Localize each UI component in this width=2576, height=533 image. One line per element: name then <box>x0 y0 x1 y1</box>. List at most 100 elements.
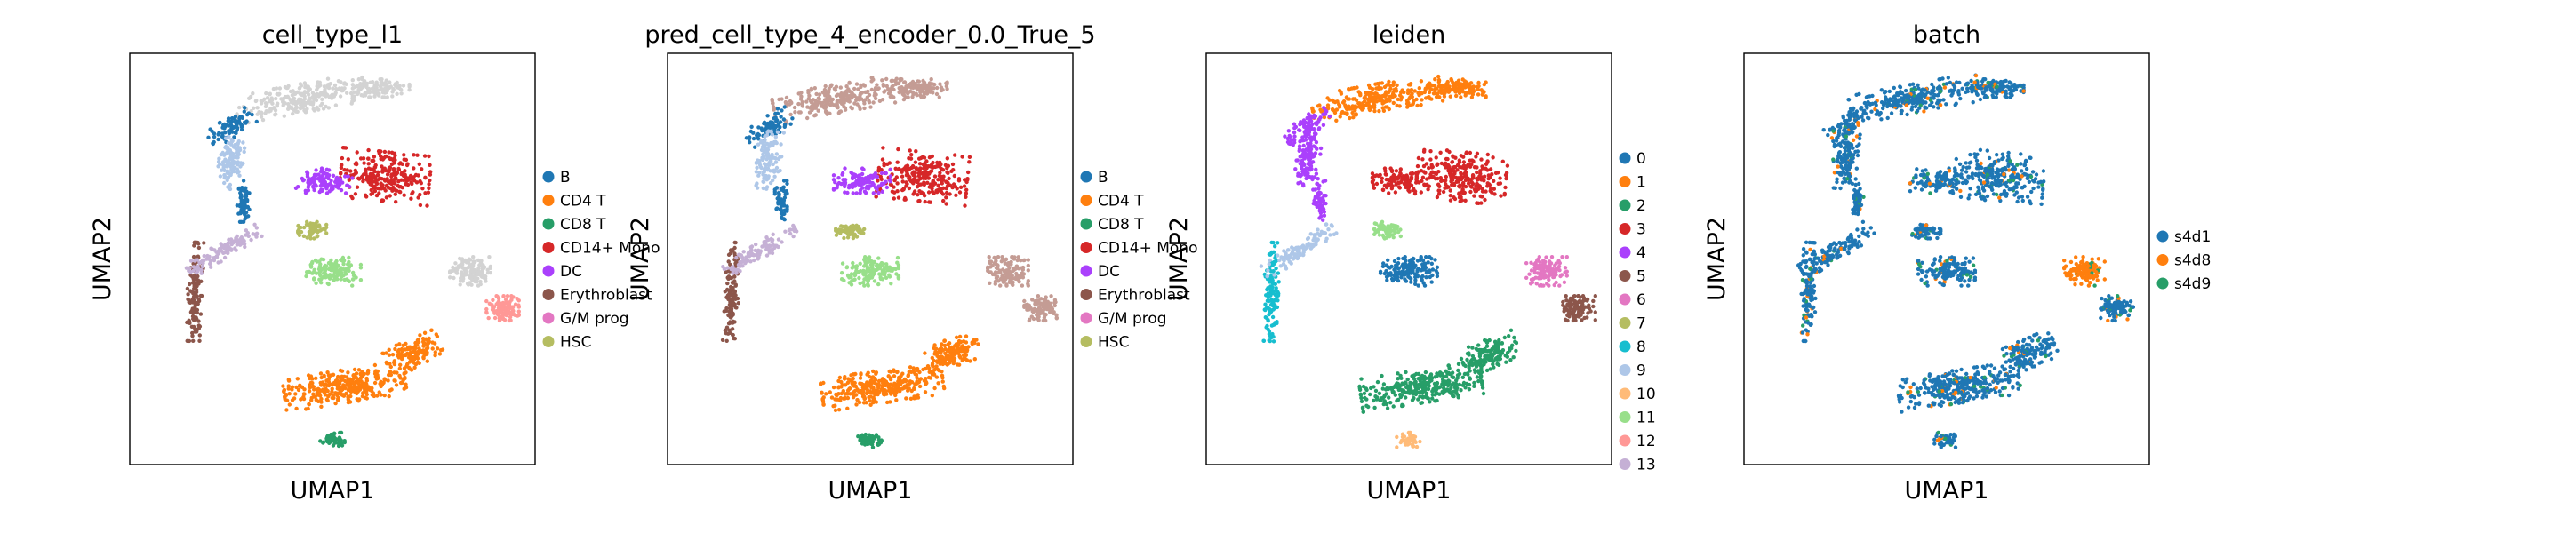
cell-point <box>1022 298 1027 304</box>
cell-point <box>763 134 767 139</box>
cell-point <box>324 182 329 187</box>
cell-point <box>366 368 371 373</box>
cell-point <box>391 185 396 190</box>
cell-point <box>856 182 861 187</box>
cell-point <box>785 179 789 183</box>
cell-point <box>1420 98 1424 102</box>
cell-point <box>307 402 311 407</box>
cell-point <box>270 101 275 106</box>
cell-point <box>956 362 960 367</box>
cell-point <box>867 92 872 98</box>
cell-point <box>420 167 424 171</box>
cell-point <box>880 189 884 194</box>
cell-point <box>1357 105 1363 110</box>
cell-point <box>755 186 760 190</box>
cell-point <box>1052 298 1058 302</box>
cell-point <box>353 192 358 196</box>
cell-point <box>292 396 297 401</box>
cell-point <box>343 191 348 195</box>
cell-point <box>329 268 333 273</box>
cell-point <box>874 267 879 272</box>
cell-point <box>244 190 249 195</box>
cell-point <box>912 367 916 371</box>
cell-point <box>346 183 350 188</box>
cell-point <box>839 271 844 275</box>
cell-point <box>366 147 371 153</box>
cell-point <box>1052 303 1058 308</box>
cell-point <box>368 80 372 85</box>
cell-point <box>1405 105 1410 109</box>
cell-point <box>231 169 236 174</box>
cell-point <box>772 124 777 129</box>
cell-point <box>901 187 906 191</box>
cell-point <box>411 190 415 195</box>
cell-point <box>340 88 346 93</box>
cell-point <box>834 93 839 99</box>
cell-point <box>748 259 753 264</box>
cell-point <box>893 166 898 171</box>
cell-point <box>765 130 770 135</box>
cell-point <box>1026 282 1030 286</box>
cell-point <box>315 235 319 239</box>
cell-point <box>364 396 369 401</box>
cell-point <box>308 374 314 378</box>
cell-point <box>730 327 735 331</box>
cell-point <box>1416 91 1420 96</box>
cell-point <box>355 162 359 167</box>
cell-point <box>1030 308 1036 313</box>
cell-point <box>851 260 855 266</box>
cell-point <box>1436 84 1442 89</box>
cell-point <box>407 82 412 87</box>
cell-point <box>917 156 922 161</box>
cell-point <box>1395 83 1399 88</box>
cell-point <box>488 266 492 270</box>
cell-point <box>302 81 308 85</box>
cell-point <box>772 192 777 196</box>
cell-point <box>770 237 775 243</box>
cell-point <box>1324 108 1328 113</box>
cell-point <box>856 87 860 91</box>
cell-point <box>196 326 201 330</box>
cell-point <box>191 338 196 343</box>
legend-marker <box>1080 265 1092 277</box>
cell-point <box>1437 89 1442 93</box>
cell-point <box>940 181 945 186</box>
cell-point <box>929 164 933 169</box>
cell-point <box>316 230 320 235</box>
cell-point <box>345 91 349 95</box>
cell-point <box>824 91 828 95</box>
cell-point <box>321 177 325 182</box>
cell-point <box>1398 93 1403 98</box>
cell-point <box>1049 294 1053 298</box>
cell-point <box>879 177 884 181</box>
cell-point <box>395 370 399 375</box>
cell-point <box>376 149 381 154</box>
cell-point <box>296 228 300 234</box>
cell-point <box>842 235 846 241</box>
cell-point <box>1464 84 1469 89</box>
cell-point <box>776 244 780 250</box>
cell-point <box>878 276 884 282</box>
cell-point <box>269 96 274 100</box>
cell-point <box>298 82 303 86</box>
cell-point <box>852 234 857 238</box>
cell-point <box>889 93 894 99</box>
cell-point <box>223 244 228 250</box>
cell-point <box>351 172 356 178</box>
cell-point <box>185 338 189 343</box>
cell-point <box>993 279 998 284</box>
cell-point <box>993 256 997 260</box>
cell-point <box>1036 312 1041 317</box>
cell-point <box>299 229 304 235</box>
cell-point <box>1386 91 1391 95</box>
cell-point <box>904 84 908 89</box>
cell-point <box>338 368 343 373</box>
cell-point <box>1321 112 1325 116</box>
cell-point <box>958 339 964 345</box>
cell-point <box>1035 316 1040 321</box>
cell-point <box>1308 114 1313 118</box>
cell-point <box>321 387 325 392</box>
cell-point <box>963 203 967 208</box>
cell-point <box>764 185 770 189</box>
cell-point <box>994 275 999 281</box>
